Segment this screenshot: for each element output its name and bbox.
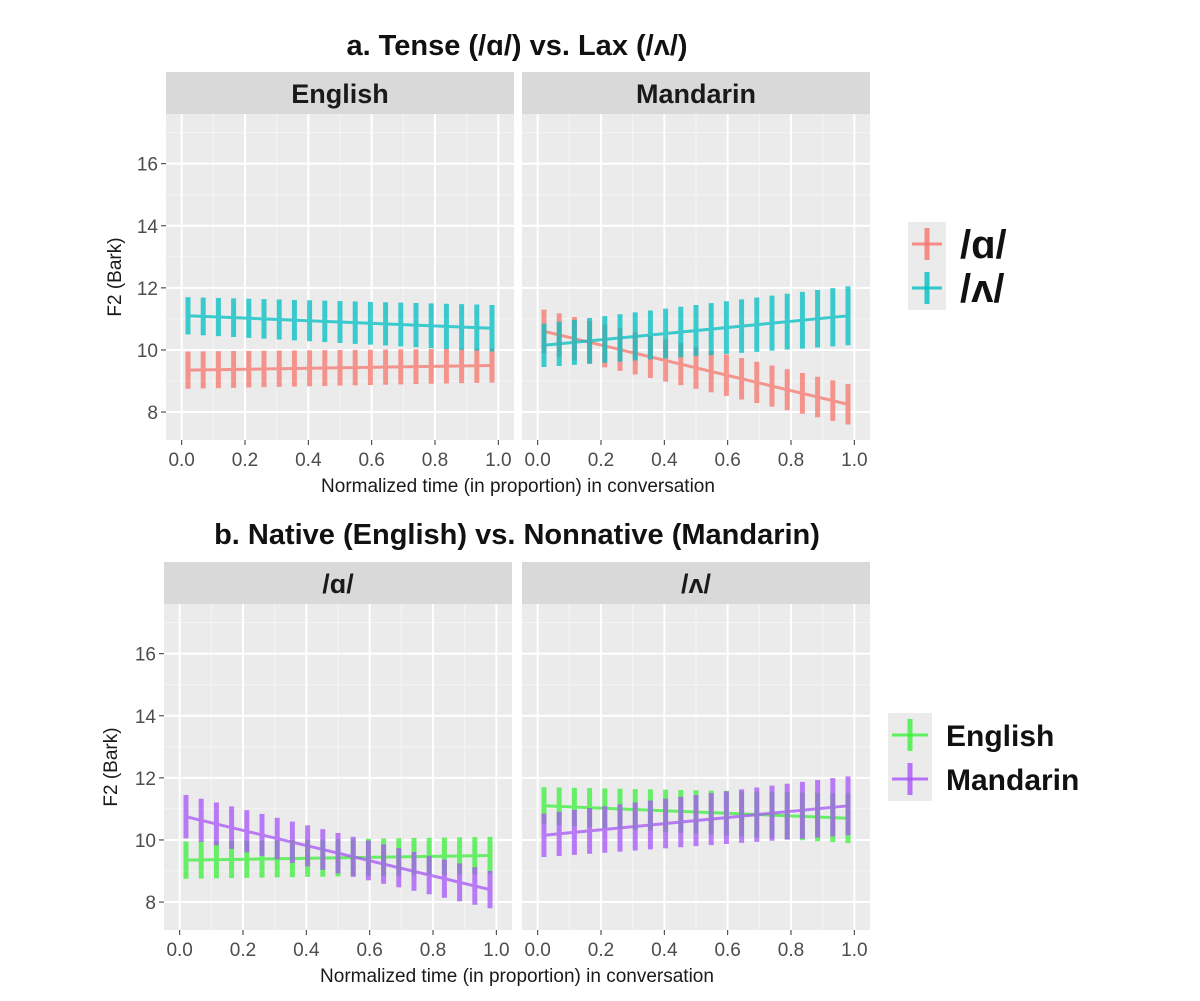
- y-axis-label: F2 (Bark): [105, 237, 126, 316]
- minor-grid: [522, 604, 870, 930]
- y-tick-label: 14: [137, 217, 159, 238]
- y-tick-label: 14: [135, 707, 157, 728]
- legend-label: /ʌ/: [960, 267, 1004, 311]
- x-tick-label: 0.2: [588, 940, 614, 961]
- y-tick-label: 10: [135, 831, 156, 852]
- x-tick-label: 0.6: [356, 940, 382, 961]
- x-axis-label: Normalized time (in proportion) in conve…: [320, 966, 714, 987]
- x-tick-label: 1.0: [483, 940, 509, 961]
- y-tick-label: 8: [145, 893, 156, 914]
- x-tick-label: 0.6: [714, 940, 740, 961]
- x-tick-label: 0.8: [778, 450, 804, 471]
- x-tick-label: 0.2: [588, 450, 614, 471]
- panel-strip: [166, 72, 514, 114]
- chart-title: a. Tense (/ɑ/) vs. Lax (/ʌ/): [346, 30, 687, 62]
- y-tick-label: 16: [137, 155, 158, 176]
- legend-label: Mandarin: [946, 764, 1079, 797]
- series-1: [541, 286, 851, 368]
- x-tick-label: 0.0: [166, 940, 192, 961]
- x-tick-label: 0.4: [651, 940, 678, 961]
- x-tick-label: 1.0: [841, 940, 867, 961]
- panel-2: Mandarin 0.0 0.2 0.4 0.6 0.8 1.0: [522, 72, 870, 471]
- panel-strip: [164, 562, 512, 604]
- legend: /ɑ//ʌ/: [908, 222, 1007, 311]
- legend-label: /ɑ/: [960, 223, 1007, 267]
- x-tick-label: 0.0: [168, 450, 194, 471]
- y-tick-label: 10: [137, 341, 158, 362]
- series-mandarin: [541, 776, 851, 858]
- x-tick-label: 0.2: [232, 450, 258, 471]
- chart-a: a. Tense (/ɑ/) vs. Lax (/ʌ/) English 0.0 0.…: [105, 30, 1007, 497]
- y-axis-label: F2 (Bark): [101, 727, 122, 806]
- series-mandarin: [183, 794, 493, 909]
- panel-strip: [522, 72, 870, 114]
- x-tick-label: 0.6: [714, 450, 740, 471]
- x-tick-label: 0.8: [420, 940, 446, 961]
- x-tick-label: 1.0: [485, 450, 511, 471]
- x-tick-label: 0.0: [524, 450, 550, 471]
- x-axis-label: Normalized time (in proportion) in conve…: [321, 476, 715, 497]
- major-grid: [522, 114, 870, 440]
- y-tick-label: 8: [147, 403, 158, 424]
- series-1: [185, 297, 495, 352]
- major-grid: [522, 604, 870, 930]
- y-tick-label: 12: [137, 279, 158, 300]
- x-tick-label: 0.4: [293, 940, 320, 961]
- legend: English Mandarin: [888, 713, 1079, 801]
- y-tick-label: 12: [135, 769, 156, 790]
- legend-label: English: [946, 720, 1054, 753]
- panel-strip-label: Mandarin: [636, 79, 756, 109]
- x-tick-label: 0.4: [651, 450, 678, 471]
- x-tick-label: 0.6: [358, 450, 384, 471]
- panel-strip-label: English: [291, 79, 389, 109]
- chart-title: b. Native (English) vs. Nonnative (Manda…: [214, 519, 820, 551]
- y-tick-label: 16: [135, 645, 156, 666]
- panel-strip-label: /ʌ/: [681, 569, 712, 599]
- x-tick-label: 0.0: [524, 940, 550, 961]
- panel-2: /ʌ/0.0 0.2 0.4 0.6 0.8 1.0: [522, 562, 870, 961]
- x-tick-label: 0.4: [295, 450, 322, 471]
- panel-1: /ɑ/0.0 0.2 0.4 0.6 0.8 1.0 8 10 12 14 16: [135, 562, 512, 961]
- panel-strip-label: /ɑ/: [322, 569, 354, 599]
- panel-strip: [522, 562, 870, 604]
- x-tick-label: 1.0: [841, 450, 867, 471]
- x-tick-label: 0.8: [422, 450, 448, 471]
- panel-1: English 0.0 0.2 0.4 0.6 0.8 1.0 8 10 12 14 16: [137, 72, 514, 471]
- series-0: [185, 348, 495, 389]
- major-grid: [166, 114, 514, 440]
- x-tick-label: 0.8: [778, 940, 804, 961]
- chart-b: b. Native (English) vs. Nonnative (Manda…: [101, 519, 1079, 987]
- x-tick-label: 0.2: [230, 940, 256, 961]
